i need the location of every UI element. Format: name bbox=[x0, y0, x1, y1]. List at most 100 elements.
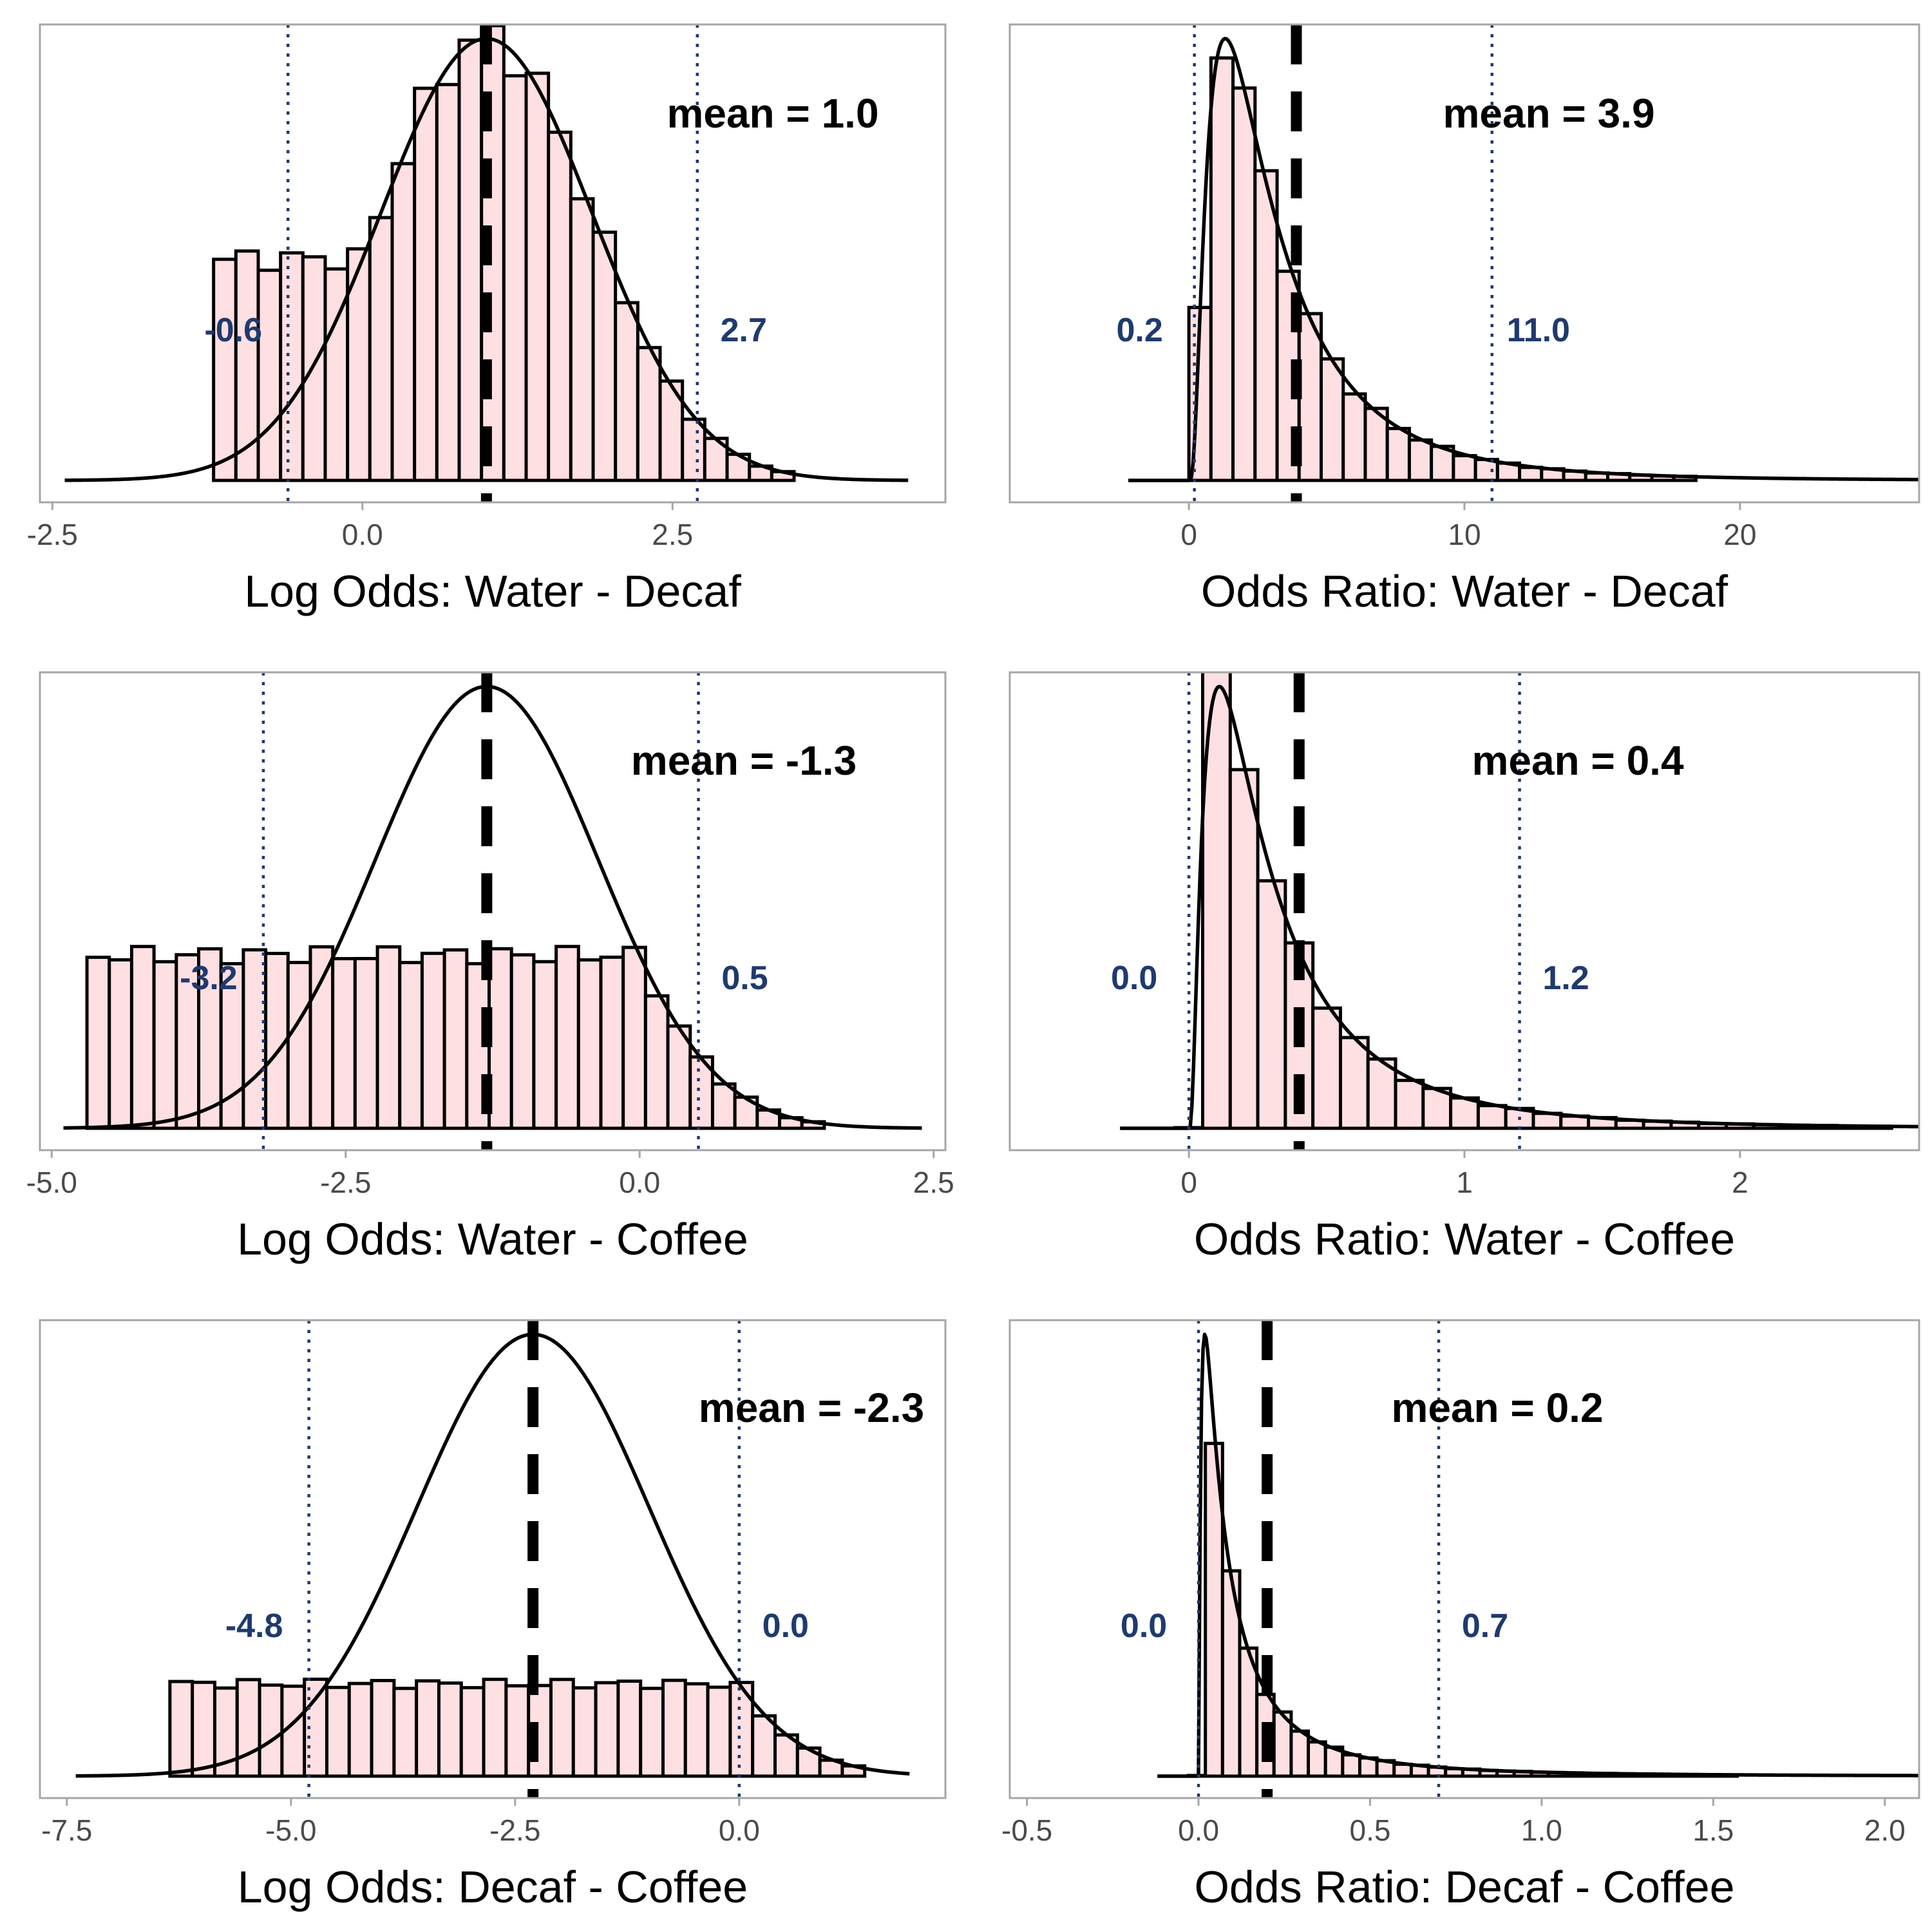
x-tick-label: 0.0 bbox=[619, 1166, 660, 1199]
histogram-bar bbox=[488, 947, 513, 1130]
x-tick-label: 0 bbox=[1180, 1166, 1197, 1199]
x-tick-label: 1.0 bbox=[1521, 1814, 1562, 1847]
plot-area bbox=[1157, 1320, 1919, 1798]
x-tick-label: 10 bbox=[1448, 518, 1481, 551]
histogram-bar bbox=[347, 1681, 374, 1778]
x-tick-label: 0.0 bbox=[1178, 1814, 1219, 1847]
histogram-bar bbox=[509, 953, 536, 1130]
histogram-bar bbox=[437, 1681, 463, 1778]
histogram-bar bbox=[683, 1682, 710, 1778]
histogram-bar bbox=[636, 346, 662, 482]
histogram-bar bbox=[1209, 56, 1235, 482]
x-tick-label: 0.5 bbox=[1349, 1814, 1390, 1847]
histogram-bar bbox=[286, 961, 312, 1130]
histogram-bar bbox=[639, 1687, 665, 1778]
density-curve bbox=[1128, 37, 1919, 482]
histogram-bar bbox=[108, 958, 133, 1130]
histogram-bar bbox=[1341, 1753, 1361, 1778]
x-tick-label: -2.5 bbox=[27, 518, 78, 551]
ci-upper-label: 0.5 bbox=[721, 960, 768, 997]
histogram-bar bbox=[614, 301, 639, 482]
histogram-bar bbox=[1476, 1104, 1508, 1130]
ci-lower-label: -0.6 bbox=[204, 312, 262, 349]
ci-lower-label: 0.0 bbox=[1121, 1607, 1167, 1645]
histogram-bar bbox=[152, 960, 178, 1130]
histogram-bar bbox=[129, 945, 156, 1130]
plot-area bbox=[1119, 672, 1919, 1150]
ci-upper-label: 11.0 bbox=[1507, 312, 1570, 349]
histogram-bar bbox=[234, 249, 260, 482]
x-tick-label: -5.0 bbox=[265, 1814, 316, 1847]
histogram-bar bbox=[661, 1678, 687, 1778]
plot-area bbox=[63, 672, 922, 1150]
ci-upper-label: 0.0 bbox=[762, 1607, 809, 1645]
chart-panel-2: 0.2 11.0 mean = 3.9 0 10 20 Odds Ratio: Water … bbox=[1009, 23, 1920, 616]
x-tick-label: 2.0 bbox=[1864, 1814, 1906, 1847]
histogram-bar bbox=[599, 955, 625, 1130]
plot-area bbox=[75, 1320, 910, 1798]
panel-border bbox=[39, 1319, 947, 1799]
histogram-bar bbox=[681, 417, 706, 482]
histogram-bar bbox=[398, 961, 424, 1130]
density-curve bbox=[75, 1332, 910, 1778]
histogram-bar bbox=[413, 86, 439, 482]
histogram-bar bbox=[1228, 768, 1260, 1130]
histogram-bar bbox=[616, 1679, 643, 1778]
histogram-bar bbox=[375, 945, 402, 1130]
histogram-bar bbox=[1289, 1729, 1311, 1778]
histogram-bar bbox=[442, 948, 469, 1130]
histogram-bar bbox=[1231, 86, 1257, 482]
histogram-bar bbox=[457, 38, 484, 482]
plot-area bbox=[1128, 24, 1919, 502]
histogram-bar bbox=[258, 1683, 284, 1778]
x-tick-label: 2.5 bbox=[913, 1166, 954, 1199]
density-curve bbox=[1157, 1332, 1919, 1778]
histogram-bar bbox=[212, 258, 238, 482]
histogram-bar bbox=[1307, 1740, 1327, 1778]
x-tick-label: 2 bbox=[1732, 1166, 1748, 1199]
ci-upper-label: 2.7 bbox=[721, 312, 767, 349]
x-tick-label: -2.5 bbox=[489, 1814, 540, 1847]
histogram-bar bbox=[415, 1679, 440, 1778]
panel-border bbox=[39, 23, 947, 504]
mean-label: mean = -2.3 bbox=[699, 1385, 924, 1431]
histogram-bar bbox=[1338, 1036, 1370, 1130]
mean-label: mean = 1.0 bbox=[667, 90, 878, 137]
histogram-bar bbox=[392, 1687, 419, 1778]
histogram-bar bbox=[235, 1678, 261, 1778]
histogram-bar bbox=[710, 1082, 737, 1130]
x-tick-label: 2.5 bbox=[652, 518, 693, 551]
histogram-bar bbox=[325, 1685, 351, 1778]
histogram-bar bbox=[368, 216, 394, 482]
histogram-bar bbox=[191, 1680, 216, 1778]
histogram-bar bbox=[1341, 392, 1367, 482]
histogram-bar bbox=[571, 1686, 598, 1778]
histogram-bar bbox=[706, 1685, 732, 1778]
histogram-bar bbox=[1297, 312, 1323, 482]
x-axis-title: Log Odds: Water - Decaf bbox=[244, 566, 741, 616]
histogram-bar bbox=[1394, 1079, 1425, 1130]
histogram-bar bbox=[308, 945, 335, 1130]
histogram-bar bbox=[621, 945, 647, 1130]
histogram-bar bbox=[459, 1686, 486, 1778]
x-tick-label: 20 bbox=[1723, 518, 1756, 551]
histogram-bar bbox=[524, 71, 551, 482]
mean-label: mean = 0.4 bbox=[1472, 737, 1684, 784]
histogram-bar bbox=[1358, 1756, 1379, 1778]
histogram-bar bbox=[1449, 1096, 1480, 1130]
histogram-bar bbox=[370, 1679, 396, 1778]
x-tick-label: 0.0 bbox=[342, 518, 383, 551]
histogram-bar bbox=[168, 1680, 194, 1778]
histogram-bar bbox=[279, 251, 305, 482]
histogram-bar bbox=[591, 231, 618, 482]
histogram-bar bbox=[197, 947, 223, 1130]
x-axis-title: Log Odds: Decaf - Coffee bbox=[238, 1862, 748, 1912]
ci-lower-label: -3.2 bbox=[180, 960, 238, 997]
x-tick-label: 0.0 bbox=[719, 1814, 760, 1847]
histogram-bar bbox=[576, 958, 603, 1130]
panel-border bbox=[1009, 671, 1920, 1151]
x-tick-label: -5.0 bbox=[26, 1166, 77, 1199]
x-tick-label: -7.5 bbox=[41, 1814, 92, 1847]
mean-label: mean = 0.2 bbox=[1391, 1385, 1603, 1431]
ci-lower-label: 0.0 bbox=[1111, 960, 1157, 997]
